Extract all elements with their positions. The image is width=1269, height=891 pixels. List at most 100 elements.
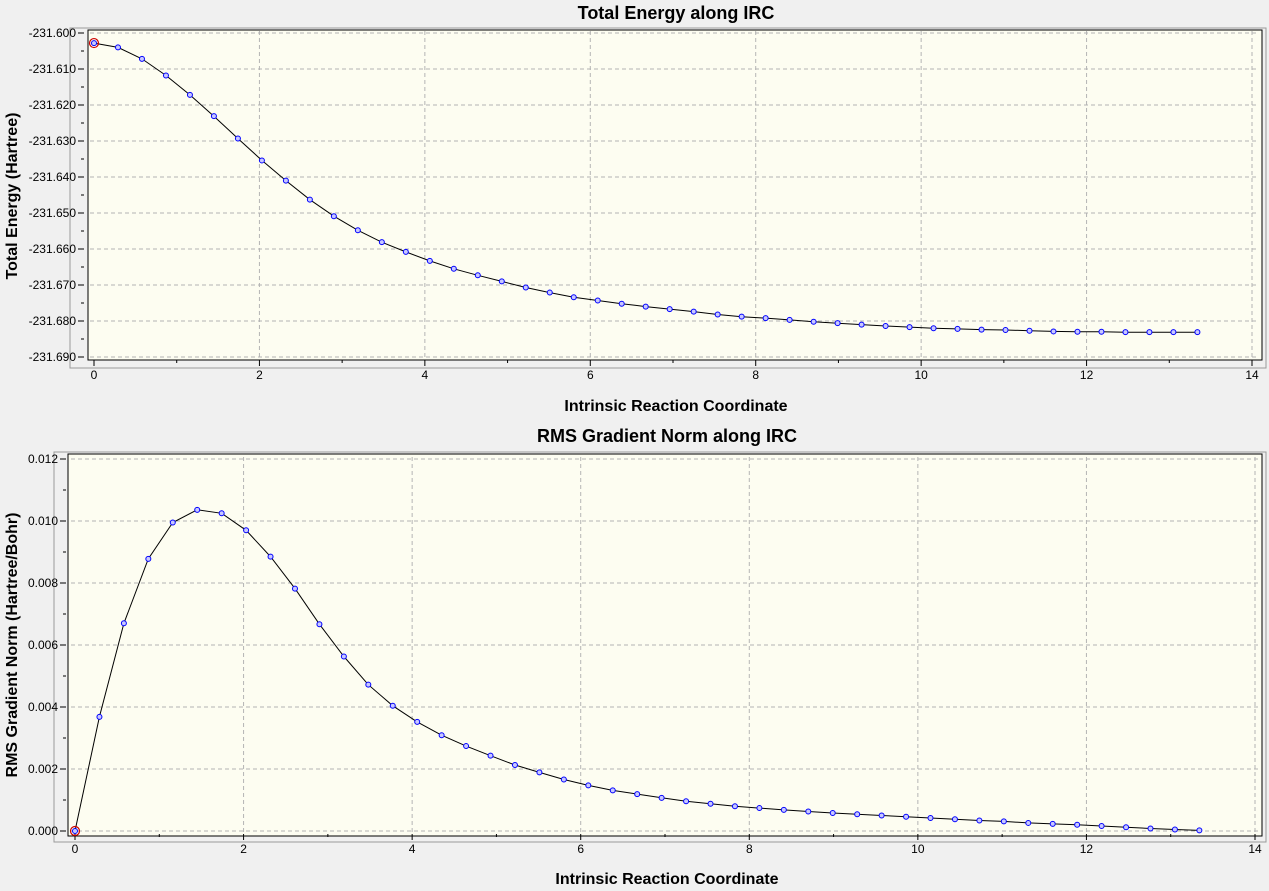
gradient-data-point[interactable] [634,791,641,798]
energy-data-point[interactable] [354,227,361,234]
energy-data-point[interactable] [474,272,481,279]
energy-data-point[interactable] [930,325,937,332]
energy-data-point[interactable] [834,320,841,327]
energy-data-point[interactable] [138,55,145,62]
energy-current-point-marker[interactable] [88,37,100,49]
energy-data-point[interactable] [1122,329,1129,336]
gradient-data-point[interactable] [1196,827,1203,834]
energy-data-point[interactable] [570,294,577,301]
energy-data-point[interactable] [1050,328,1057,335]
gradient-data-point[interactable] [96,713,103,720]
energy-data-point[interactable] [858,321,865,328]
gradient-x-ticks: 0 2 4 6 8 10 12 14 [72,834,1262,856]
energy-data-point[interactable] [978,326,985,333]
gradient-data-point[interactable] [194,506,201,513]
energy-data-point[interactable] [282,177,289,184]
gradient-data-point[interactable] [169,519,176,526]
gradient-data-point[interactable] [560,776,567,783]
energy-data-point[interactable] [426,257,433,264]
energy-data-point[interactable] [1098,328,1105,335]
gradient-current-point-marker[interactable] [69,825,81,837]
energy-data-point[interactable] [954,325,961,332]
energy-data-point[interactable] [258,157,265,164]
energy-data-point[interactable] [402,248,409,255]
gradient-data-point[interactable] [805,808,812,815]
gradient-data-point[interactable] [1000,818,1007,825]
gradient-data-point[interactable] [756,805,763,812]
gradient-data-point[interactable] [145,555,152,562]
gradient-data-point[interactable] [389,702,396,709]
gradient-data-point[interactable] [609,787,616,794]
energy-data-point[interactable] [762,315,769,322]
energy-data-point[interactable] [450,265,457,272]
gradient-data-point[interactable] [1147,825,1154,832]
energy-data-point[interactable] [186,91,193,98]
gradient-data-point[interactable] [585,782,592,789]
energy-data-point[interactable] [810,318,817,325]
gradient-data-point[interactable] [707,800,714,807]
energy-data-point[interactable] [714,311,721,318]
energy-data-point[interactable] [882,323,889,330]
gradient-data-point[interactable] [218,510,225,517]
energy-data-point[interactable] [1002,327,1009,333]
energy-data-point[interactable] [162,72,169,79]
gradient-data-point[interactable] [1098,823,1105,830]
energy-data-point[interactable] [306,196,313,203]
gradient-data-point[interactable] [291,585,298,592]
energy-data-point[interactable] [522,284,529,291]
gradient-data-point[interactable] [951,816,958,823]
energy-x-tick-label: 12 [1080,368,1094,382]
gradient-data-point[interactable] [438,732,445,739]
gradient-data-point[interactable] [511,761,518,768]
gradient-data-point[interactable] [463,743,470,750]
energy-data-point[interactable] [786,316,793,323]
gradient-data-point[interactable] [731,803,738,810]
gradient-data-point[interactable] [365,681,372,688]
gradient-data-point[interactable] [340,653,347,660]
energy-data-point[interactable] [498,278,505,285]
energy-data-point[interactable] [1194,329,1201,336]
energy-data-point[interactable] [234,135,241,142]
energy-data-point[interactable] [1026,327,1033,334]
energy-data-point[interactable] [1170,329,1177,336]
gradient-data-point[interactable] [1171,826,1178,833]
gradient-data-point[interactable] [1049,820,1056,827]
gradient-data-point[interactable] [1025,819,1032,826]
energy-data-point[interactable] [618,300,625,307]
gradient-data-point[interactable] [487,752,494,759]
gradient-data-point[interactable] [878,812,885,819]
gradient-data-point[interactable] [976,817,983,824]
energy-data-point[interactable] [210,113,217,120]
energy-data-point[interactable] [91,40,97,47]
gradient-data-point[interactable] [72,828,78,834]
energy-data-point[interactable] [1074,328,1081,335]
energy-data-point[interactable] [642,303,649,310]
energy-data-point[interactable] [690,308,697,315]
gradient-data-point[interactable] [658,794,665,801]
energy-data-point[interactable] [594,297,601,304]
gradient-data-point[interactable] [120,620,127,627]
gradient-data-point[interactable] [829,810,836,817]
gradient-data-point[interactable] [414,718,421,725]
gradient-data-point[interactable] [780,806,787,813]
gradient-data-point[interactable] [927,814,934,821]
gradient-data-point[interactable] [316,621,323,628]
energy-data-point[interactable] [330,213,337,220]
gradient-data-point[interactable] [243,527,250,534]
gradient-data-point[interactable] [1074,821,1081,828]
energy-x-tick-label: 8 [752,368,759,382]
energy-data-point[interactable] [738,313,745,320]
gradient-data-point[interactable] [267,553,274,560]
energy-data-point[interactable] [378,239,385,246]
energy-data-point[interactable] [666,306,673,313]
energy-data-point[interactable] [906,324,913,331]
gradient-data-point[interactable] [903,813,910,820]
energy-data-point[interactable] [114,44,121,51]
energy-data-point[interactable] [546,289,553,296]
gradient-data-point[interactable] [683,798,690,805]
gradient-x-axis-label: Intrinsic Reaction Coordinate [555,871,778,888]
gradient-data-point[interactable] [854,811,861,818]
gradient-data-point[interactable] [1123,824,1130,831]
energy-data-point[interactable] [1146,329,1153,336]
gradient-data-point[interactable] [536,769,543,776]
